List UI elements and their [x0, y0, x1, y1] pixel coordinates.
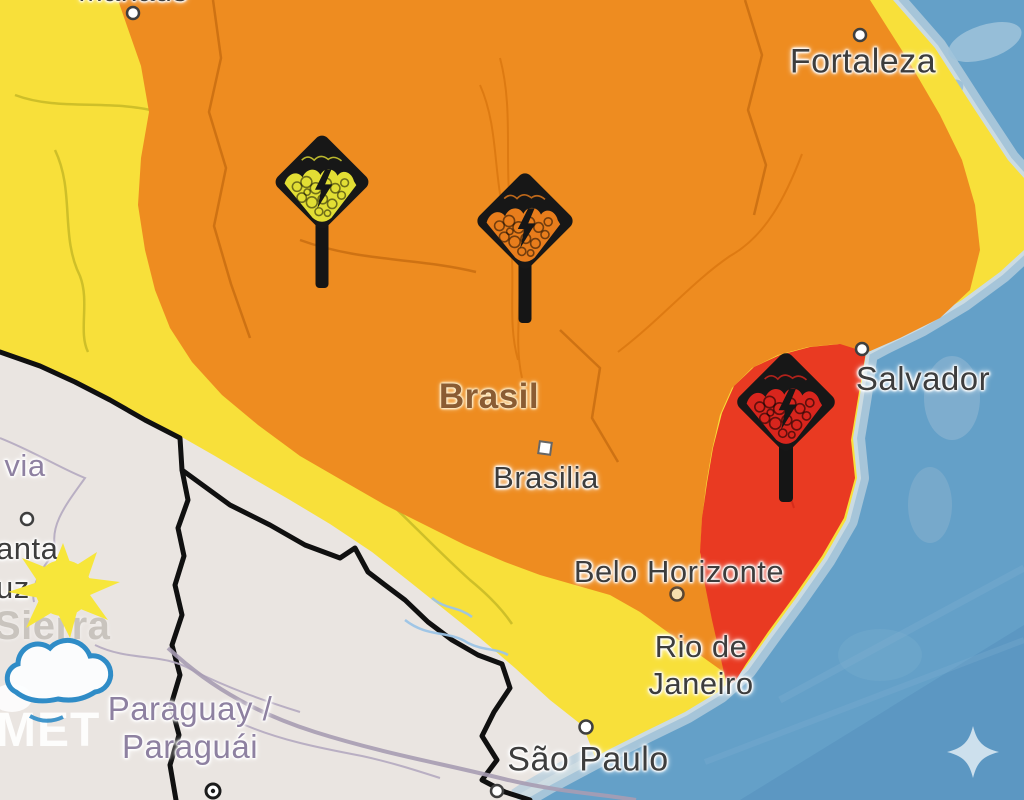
country-label-paraguay-line2: Paraguái	[121, 728, 259, 765]
city-markers	[19, 5, 870, 800]
country-label-paraguay-line1: Paraguay /	[107, 690, 273, 727]
city-label-fortaleza: Fortaleza	[789, 42, 937, 81]
city-label-manaus: Manaus	[78, 0, 188, 9]
rivers-blue	[404, 597, 509, 657]
storm-warning-icon-orange[interactable]	[474, 170, 576, 323]
marker-sao-paulo	[578, 719, 594, 735]
marker-fortaleza	[852, 27, 868, 43]
marker-brasilia	[537, 440, 553, 456]
city-label-rio-line2: Janeiro	[648, 666, 754, 701]
city-label-sao-paulo: São Paulo	[507, 740, 669, 779]
inmet-watermark-text: MET	[0, 704, 101, 757]
marker-coast-city	[489, 783, 505, 799]
storm-warning-icon-red[interactable]	[734, 350, 838, 502]
cloud-icon	[0, 637, 114, 723]
country-borders	[0, 349, 533, 800]
marker-salvador	[854, 341, 870, 357]
city-label-salvador: Salvador	[855, 360, 991, 397]
ocean	[511, 0, 1024, 800]
inmet-logo	[0, 543, 120, 723]
sun-icon	[8, 543, 120, 638]
city-label-belo-horizonte: Belo Horizonte	[573, 554, 785, 589]
city-label-brasilia: Brasilia	[493, 460, 599, 495]
marker-santa-cruz	[19, 511, 35, 527]
country-label-brasil: Brasil	[438, 377, 540, 416]
warning-zone-red[interactable]	[700, 344, 866, 686]
storm-warning-icon-yellow[interactable]	[272, 132, 371, 288]
country-label-bolivia-partial: via	[4, 448, 46, 483]
marker-belo-horizonte	[669, 586, 685, 602]
marker-manaus	[125, 5, 141, 21]
paraguay-river	[166, 646, 637, 800]
city-label-santa-cruz-line1: anta	[0, 531, 59, 566]
sparkle-icon	[947, 726, 999, 778]
city-label-rio-line1: Rio de	[654, 629, 748, 664]
